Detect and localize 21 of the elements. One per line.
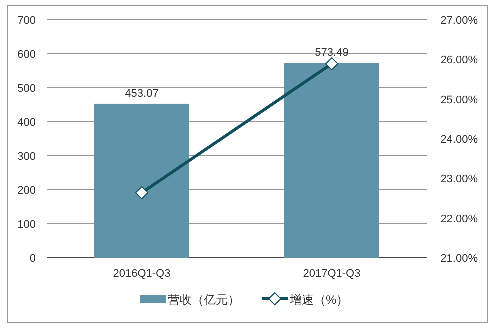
y-tick-label: 100 [18, 219, 36, 231]
y2-tick-label: 21.00% [440, 253, 478, 265]
legend-label: 营收（亿元） [168, 293, 240, 307]
y2-tick-label: 23.00% [440, 174, 478, 186]
y2-tick-label: 24.00% [440, 134, 478, 146]
data-label: 453.07 [125, 88, 159, 100]
y2-tick-label: 22.00% [440, 213, 478, 226]
y-tick-label: 200 [18, 185, 36, 197]
y2-tick-label: 27.00% [440, 15, 478, 27]
data-label: 573.49 [315, 47, 349, 60]
y-tick-label: 700 [18, 15, 36, 27]
y2-tick-label: 26.00% [440, 54, 478, 67]
x-tick-label: 2016Q1-Q3 [113, 268, 171, 280]
x-tick-label: 2017Q1-Q3 [303, 268, 361, 280]
y-tick-label: 300 [18, 151, 36, 163]
legend-label: 增速（%） [289, 293, 349, 307]
y-tick-label: 0 [30, 253, 36, 265]
y-tick-label: 600 [18, 49, 36, 61]
y2-tick-label: 25.00% [440, 94, 478, 106]
y-tick-label: 500 [18, 83, 36, 95]
y-tick-label: 400 [18, 117, 36, 129]
